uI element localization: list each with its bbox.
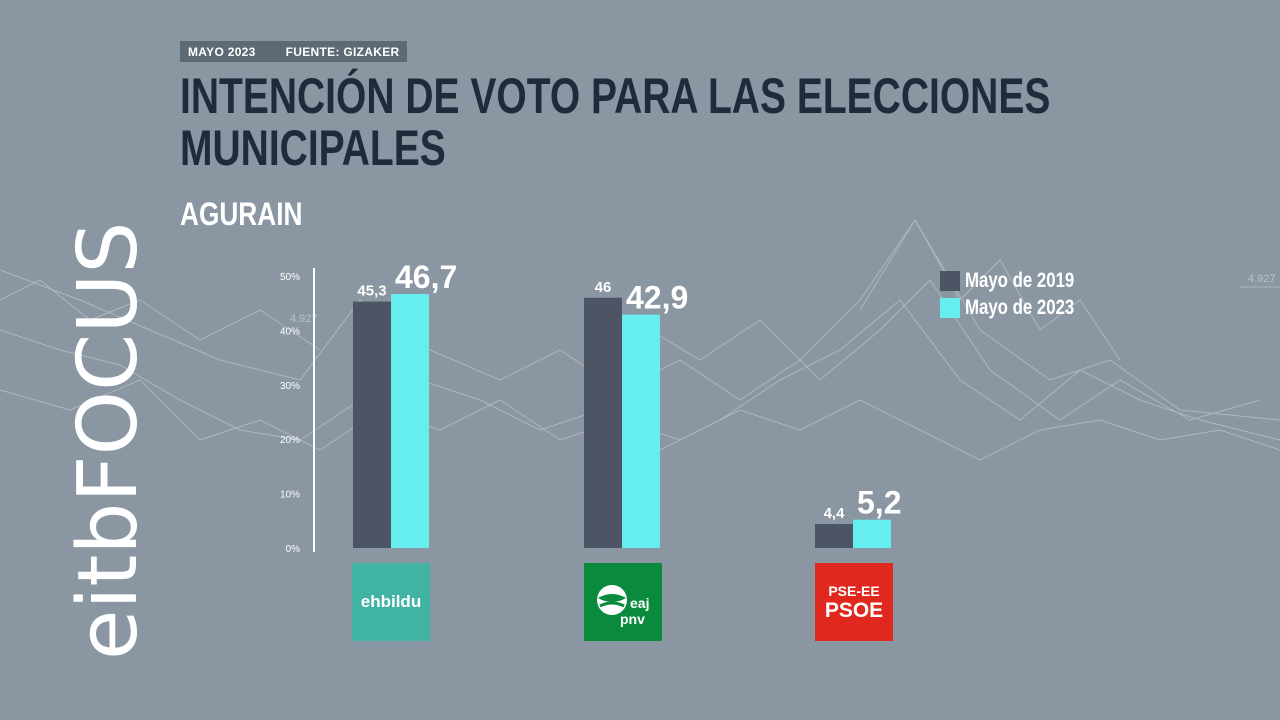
brand-eitb-text: eitbFOCUS xyxy=(61,222,148,660)
legend-item-2019: Mayo de 2019 xyxy=(940,267,1102,294)
pnv-eaj-text: eaj xyxy=(630,595,649,611)
eitb-focus-logo: eitbFOCUS xyxy=(58,210,156,660)
info-bar: MAYO 2023 FUENTE: GIZAKER xyxy=(180,41,408,62)
bar-2019 xyxy=(584,297,622,548)
y-tick-label: 10% xyxy=(280,490,300,501)
pnv-pnv-text: pnv xyxy=(620,611,645,627)
chart-legend: Mayo de 2019 Mayo de 2023 xyxy=(940,267,1102,321)
y-tick-label: 50% xyxy=(280,272,300,283)
legend-label-2023: Mayo de 2023 xyxy=(965,295,1075,319)
legend-swatch-2023 xyxy=(940,297,960,318)
data-label-2019: 46 xyxy=(595,279,612,296)
psoe-top-text: PSE-EE xyxy=(828,582,880,599)
data-label-2019: 45,3 xyxy=(357,283,386,300)
legend-swatch-2019 xyxy=(940,270,960,291)
background-number-right: 4.927 xyxy=(1248,273,1276,285)
ehbildu-logo-text: ehbildu xyxy=(360,592,422,611)
bar-2023 xyxy=(853,519,891,548)
bar-2019 xyxy=(353,301,391,548)
pnv-swirl-icon: eaj pnv xyxy=(597,585,649,627)
location-subtitle: AGURAIN xyxy=(180,196,303,232)
pse-psoe-logo: PSE-EE PSOE xyxy=(815,563,893,641)
date-label: MAYO 2023 xyxy=(188,44,256,59)
data-label-2023: 46,7 xyxy=(395,259,457,295)
data-label-2023: 42,9 xyxy=(626,280,688,316)
eitb-focus-icon: eitbFOCUS xyxy=(61,222,156,660)
source-label: FUENTE: GIZAKER xyxy=(285,44,400,59)
ehbildu-logo: ehbildu xyxy=(352,563,430,641)
data-label-2019: 4,4 xyxy=(824,505,846,522)
bar-2023 xyxy=(391,293,429,548)
y-tick-label: 30% xyxy=(280,381,300,392)
psoe-bottom-text: PSOE xyxy=(824,598,884,622)
background-number: 4.927 xyxy=(290,313,318,325)
y-tick-label: 0% xyxy=(286,544,301,555)
bar-2023 xyxy=(622,314,660,548)
y-tick-label: 20% xyxy=(280,435,300,446)
bar-2019 xyxy=(815,524,853,548)
y-tick-label: 40% xyxy=(280,326,300,337)
title-line-2: MUNICIPALES xyxy=(180,120,446,176)
legend-item-2023: Mayo de 2023 xyxy=(940,294,1102,321)
data-label-2023: 5,2 xyxy=(857,485,901,521)
legend-label-2019: Mayo de 2019 xyxy=(965,268,1075,292)
eaj-pnv-logo: eaj pnv xyxy=(584,563,662,641)
